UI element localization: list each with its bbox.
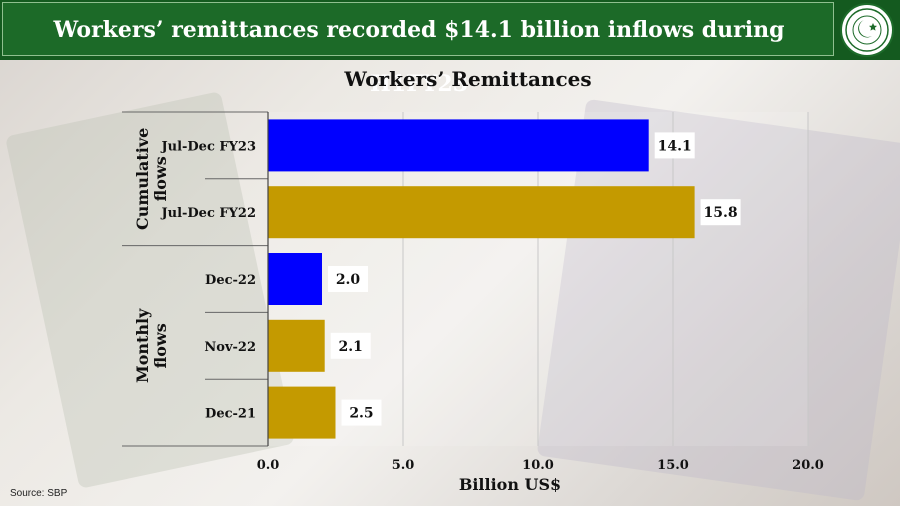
x-tick-label: 15.0 bbox=[657, 458, 689, 473]
remittances-chart: Workers’ Remittances 0.0 5.0 10.0 15.0 20.0 Bi… bbox=[122, 67, 824, 494]
group-label-line: Cumulative bbox=[133, 128, 152, 230]
group-label-line: Monthly bbox=[133, 308, 152, 383]
group-label: Monthlyflows bbox=[133, 308, 170, 383]
source-note: Source: SBP bbox=[10, 488, 68, 499]
value-label: 15.8 bbox=[704, 205, 738, 221]
x-tick-label: 5.0 bbox=[392, 458, 415, 473]
category-label: Dec-22 bbox=[205, 273, 256, 288]
category-label: Jul-Dec FY22 bbox=[160, 206, 256, 221]
category-label: Nov-22 bbox=[204, 340, 256, 355]
value-label-box bbox=[700, 199, 741, 226]
sbp-logo bbox=[840, 3, 894, 57]
x-tick-label: 20.0 bbox=[792, 458, 824, 473]
header-title: Workers’ remittances recorded $14.1 bill… bbox=[53, 17, 785, 97]
chart-title: Workers’ Remittances bbox=[343, 67, 591, 91]
header-title-box: Workers’ remittances recorded $14.1 bill… bbox=[2, 2, 834, 97]
value-label-box bbox=[330, 332, 371, 359]
value-label: 2.5 bbox=[349, 406, 373, 422]
x-tick-label: 0.0 bbox=[257, 458, 280, 473]
value-label-box bbox=[341, 399, 382, 426]
value-label: 2.1 bbox=[339, 339, 363, 355]
value-label-box bbox=[328, 266, 368, 292]
bar bbox=[268, 319, 325, 372]
bar bbox=[268, 119, 649, 172]
value-label: 14.1 bbox=[658, 138, 692, 154]
header-bar: Workers’ remittances recorded $14.1 bill… bbox=[0, 0, 900, 97]
bar bbox=[268, 386, 336, 439]
x-axis-title: Billion US$ bbox=[459, 475, 561, 494]
group-label-line: flows bbox=[151, 156, 170, 201]
bar bbox=[268, 186, 695, 239]
value-label-box bbox=[654, 132, 695, 159]
group-label-line: flows bbox=[151, 323, 170, 368]
category-label: Jul-Dec FY23 bbox=[160, 139, 256, 154]
group-label: Cumulativeflows bbox=[133, 128, 170, 230]
bar bbox=[268, 253, 322, 305]
value-label: 2.0 bbox=[336, 272, 361, 288]
x-tick-label: 10.0 bbox=[522, 458, 554, 473]
category-label: Dec-21 bbox=[205, 407, 256, 422]
